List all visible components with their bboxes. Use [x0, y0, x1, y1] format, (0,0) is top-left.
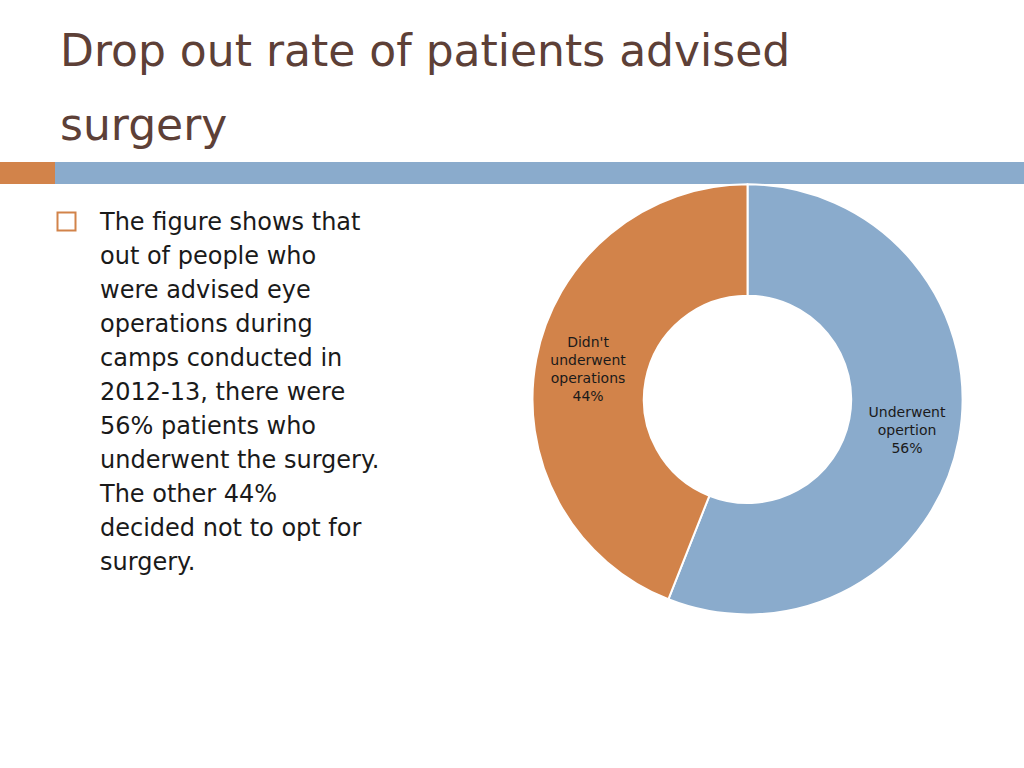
svg-text:2012-13, there were: 2012-13, there were: [100, 378, 345, 406]
svg-text:decided not to opt for: decided not to opt for: [100, 514, 361, 542]
svg-text:Underwent: Underwent: [869, 404, 946, 420]
svg-text:surgery: surgery: [60, 99, 227, 150]
svg-text:operations during: operations during: [100, 310, 313, 338]
svg-text:surgery.: surgery.: [100, 548, 195, 576]
svg-text:underwent the surgery.: underwent the surgery.: [100, 446, 379, 474]
svg-text:camps conducted in: camps conducted in: [100, 344, 342, 372]
svg-text:56%: 56%: [891, 440, 922, 456]
svg-text:The other 44%: The other 44%: [99, 480, 277, 508]
svg-text:Drop out rate of patients advi: Drop out rate of patients advised: [60, 25, 790, 76]
svg-text:operations: operations: [551, 370, 626, 386]
svg-text:were advised eye: were advised eye: [100, 276, 311, 304]
svg-text:out of people who: out of people who: [100, 242, 316, 270]
svg-text:Didn't: Didn't: [567, 334, 609, 350]
svg-text:44%: 44%: [572, 388, 603, 404]
svg-text:56% patients who: 56% patients who: [100, 412, 316, 440]
svg-text:opertion: opertion: [878, 422, 937, 438]
svg-text:underwent: underwent: [550, 352, 626, 368]
svg-text:The figure shows that: The figure shows that: [99, 208, 360, 236]
